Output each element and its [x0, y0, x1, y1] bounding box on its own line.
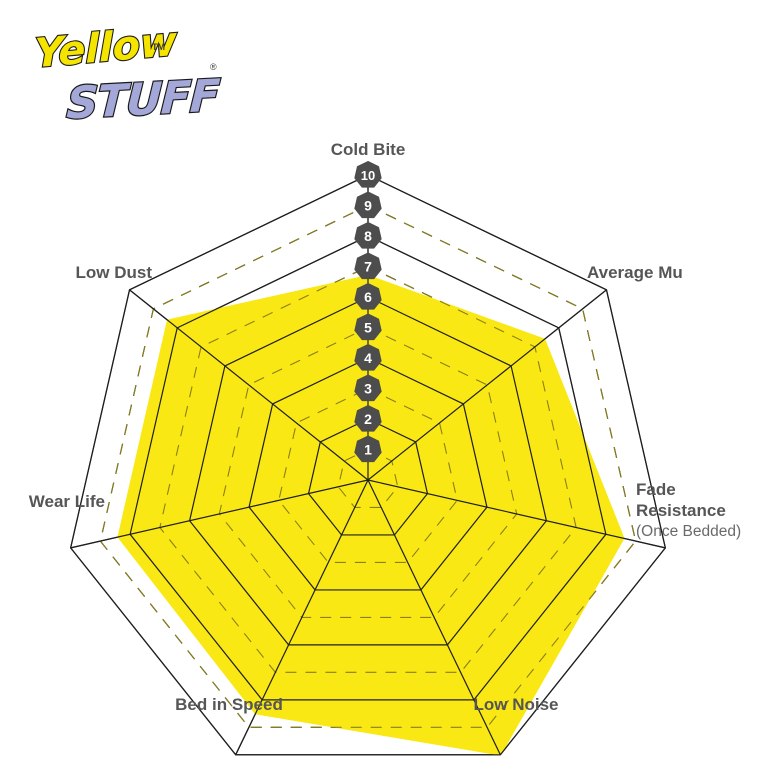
- axis-label-low-noise: Low Noise: [473, 694, 558, 715]
- tick-badge-label-3: 3: [364, 381, 372, 397]
- logo-trademark-icon: TM: [152, 42, 165, 52]
- radar-grid-ring-overlay-5: [218, 326, 518, 618]
- axis-label-fade-resistance-line1: Fade: [636, 480, 676, 499]
- radar-spoke-overlay-6: [129, 289, 369, 481]
- radar-series-polygon: [117, 274, 625, 756]
- radar-grid-ring-overlay-6: [188, 296, 548, 646]
- logo-word-yellow: Yellow: [34, 22, 179, 78]
- tick-badge-label-8: 8: [364, 228, 372, 244]
- radar-grid-ring-overlay-8: [129, 235, 607, 701]
- yellow-stuff-logo: Yellow TM STUFF ®: [34, 22, 224, 130]
- radar-series-yellow-stuff: [117, 274, 625, 756]
- radar-grid-ring-overlay-4: [248, 357, 488, 591]
- tick-badge-8: 8: [354, 221, 382, 249]
- axis-label-average-mu-text: Average Mu: [587, 263, 683, 282]
- radar-grid-ring-overlay-9: [99, 204, 637, 728]
- axis-label-average-mu: Average Mu: [587, 262, 683, 283]
- tick-badge-2: 2: [354, 404, 382, 432]
- radar-spoke-overlay-3: [367, 479, 501, 756]
- logo-word-stuff-text: STUFF: [65, 70, 221, 129]
- axis-label-bed-in-speed: Bed in Speed: [175, 694, 283, 715]
- tick-badge-3: 3: [354, 374, 382, 402]
- tick-badge-1: 1: [354, 435, 382, 463]
- radar-spoke-overlay-2: [367, 479, 666, 549]
- tick-badge-label-1: 1: [364, 442, 372, 458]
- logo-word-stuff: STUFF: [64, 69, 222, 130]
- radar-grid-ring-overlay-10: [70, 174, 666, 756]
- logo-word-yellow-text: Yellow: [34, 22, 178, 77]
- logo-artwork: Yellow TM STUFF ®: [34, 22, 222, 130]
- axis-label-cold-bite-text: Cold Bite: [330, 140, 406, 159]
- tick-badge-5: 5: [354, 313, 382, 341]
- axis-label-wear-life-text: Wear Life: [28, 492, 105, 511]
- tick-badge-4: 4: [354, 343, 382, 371]
- axis-label-low-dust: Low Dust: [76, 262, 153, 283]
- axis-label-wear-life: Wear Life: [29, 491, 105, 512]
- radar-grid-ring-overlay-2: [307, 418, 429, 536]
- tick-badge-6: 6: [354, 282, 382, 310]
- axis-label-cold-bite: Cold Bite: [331, 139, 406, 160]
- axis-label-fade-resistance-sublabel: (Once Bedded): [636, 523, 742, 540]
- radar-grid-ring-overlay-3: [278, 387, 458, 563]
- radar-spoke-overlay-5: [70, 479, 369, 549]
- tick-badge-label-10: 10: [361, 168, 375, 183]
- radar-tick-badges: 1 2 3 4 5 6 7 8 9 10: [354, 160, 382, 463]
- axis-label-bed-in-speed-text: Bed in Speed: [175, 695, 283, 714]
- axis-label-fade-resistance-line2: Resistance: [636, 501, 726, 520]
- axis-label-low-dust-text: Low Dust: [75, 263, 153, 282]
- tick-badge-9: 9: [354, 191, 382, 219]
- tick-badge-label-5: 5: [364, 320, 372, 336]
- logo-registered-icon: ®: [210, 62, 217, 72]
- tick-badge-7: 7: [354, 252, 382, 280]
- radar-spoke-overlay-1: [367, 289, 607, 481]
- tick-badge-label-6: 6: [364, 289, 372, 305]
- tick-badge-label-4: 4: [364, 350, 372, 366]
- tick-badge-label-9: 9: [364, 198, 372, 214]
- axis-label-low-noise-text: Low Noise: [473, 695, 559, 714]
- axis-label-fade-resistance: Fade Resistance (Once Bedded): [636, 479, 741, 542]
- radar-grid-ring-overlay-7: [159, 265, 577, 673]
- tick-badge-label-7: 7: [364, 259, 372, 275]
- radar-spoke-overlay-4: [235, 479, 369, 756]
- tick-badge-10: 10: [354, 160, 382, 188]
- tick-badge-label-2: 2: [364, 411, 372, 427]
- radar-axis-spokes-top: [70, 174, 666, 756]
- radar-grid-ring-overlay-1: [337, 448, 399, 509]
